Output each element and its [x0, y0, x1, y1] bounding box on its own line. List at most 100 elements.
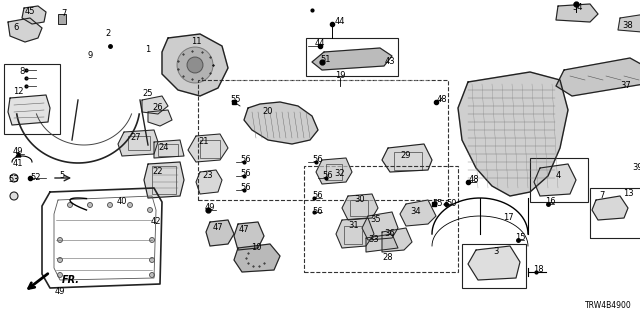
Circle shape — [10, 174, 18, 182]
Bar — [58, 14, 66, 24]
Polygon shape — [534, 164, 576, 196]
Text: 48: 48 — [436, 95, 447, 105]
Text: 44: 44 — [315, 39, 325, 49]
Polygon shape — [188, 134, 228, 162]
Circle shape — [150, 258, 154, 262]
Text: 40: 40 — [116, 197, 127, 206]
Circle shape — [58, 237, 63, 243]
Text: 49: 49 — [55, 287, 65, 297]
Text: 34: 34 — [411, 207, 421, 217]
Circle shape — [10, 192, 18, 200]
Polygon shape — [162, 34, 228, 96]
Circle shape — [187, 57, 203, 73]
Circle shape — [58, 258, 63, 262]
Text: 56: 56 — [241, 156, 252, 164]
Text: 20: 20 — [263, 108, 273, 116]
Text: 36: 36 — [385, 229, 396, 238]
Text: 56: 56 — [323, 172, 333, 180]
Polygon shape — [234, 244, 280, 272]
Bar — [590, 188, 640, 238]
Bar — [158, 144, 178, 156]
Text: 44: 44 — [335, 18, 345, 27]
Circle shape — [108, 203, 113, 207]
Text: 48: 48 — [468, 175, 479, 185]
Text: 47: 47 — [239, 226, 250, 235]
Text: 13: 13 — [623, 189, 634, 198]
Text: 21: 21 — [199, 138, 209, 147]
Text: FR.: FR. — [62, 275, 80, 285]
Bar — [394, 152, 422, 170]
Text: 49: 49 — [205, 204, 215, 212]
Text: 31: 31 — [349, 221, 359, 230]
Text: 25: 25 — [143, 90, 153, 99]
Bar — [462, 244, 526, 288]
Text: 38: 38 — [623, 21, 634, 30]
Polygon shape — [234, 222, 264, 250]
Text: 17: 17 — [502, 213, 513, 222]
Text: 19: 19 — [335, 71, 345, 81]
Text: 26: 26 — [153, 103, 163, 113]
Text: 49: 49 — [13, 148, 23, 156]
Text: 1: 1 — [145, 45, 150, 54]
Polygon shape — [382, 144, 432, 172]
Circle shape — [88, 203, 93, 207]
Polygon shape — [196, 170, 222, 194]
Text: 28: 28 — [383, 253, 394, 262]
Bar — [128, 136, 150, 150]
Polygon shape — [312, 48, 392, 70]
Polygon shape — [556, 58, 640, 96]
Polygon shape — [118, 130, 158, 156]
Polygon shape — [8, 18, 42, 42]
Text: 55: 55 — [231, 95, 241, 105]
Polygon shape — [400, 200, 436, 226]
Text: 43: 43 — [385, 58, 396, 67]
Text: TRW4B4900: TRW4B4900 — [585, 301, 632, 310]
Text: 32: 32 — [335, 170, 346, 179]
Bar — [200, 140, 220, 158]
Text: 8: 8 — [19, 68, 25, 76]
Circle shape — [150, 237, 154, 243]
Circle shape — [147, 207, 152, 212]
Text: 56: 56 — [313, 156, 323, 164]
Text: 55: 55 — [433, 199, 444, 209]
Text: 5: 5 — [60, 172, 65, 180]
Polygon shape — [382, 228, 412, 252]
Text: 18: 18 — [532, 266, 543, 275]
Text: 51: 51 — [321, 55, 332, 65]
Text: 10: 10 — [251, 244, 261, 252]
Circle shape — [127, 203, 132, 207]
Text: 3: 3 — [493, 247, 499, 257]
Circle shape — [58, 273, 63, 277]
Text: 52: 52 — [31, 173, 41, 182]
Polygon shape — [22, 6, 46, 24]
Polygon shape — [206, 220, 234, 246]
Bar — [198, 80, 448, 200]
Polygon shape — [618, 14, 640, 32]
Polygon shape — [142, 96, 168, 114]
Text: 11: 11 — [191, 37, 201, 46]
Text: 47: 47 — [212, 223, 223, 233]
Text: 45: 45 — [25, 7, 35, 17]
Bar — [4, 64, 60, 134]
Bar — [326, 164, 342, 180]
Text: 35: 35 — [371, 215, 381, 225]
Polygon shape — [336, 218, 374, 248]
Text: 54: 54 — [573, 4, 583, 12]
Bar — [350, 200, 368, 216]
Text: 53: 53 — [9, 175, 19, 185]
Text: 7: 7 — [61, 10, 67, 19]
Text: 27: 27 — [131, 133, 141, 142]
Text: 4: 4 — [556, 172, 561, 180]
Text: 50: 50 — [447, 199, 457, 209]
Circle shape — [67, 203, 72, 207]
Bar — [344, 226, 362, 244]
Circle shape — [177, 47, 213, 83]
Text: 56: 56 — [241, 170, 252, 179]
Polygon shape — [592, 196, 628, 220]
Text: 39: 39 — [633, 164, 640, 172]
Polygon shape — [154, 140, 184, 158]
Bar — [530, 158, 588, 202]
Polygon shape — [468, 246, 520, 280]
Bar — [304, 166, 458, 272]
Circle shape — [150, 273, 154, 277]
